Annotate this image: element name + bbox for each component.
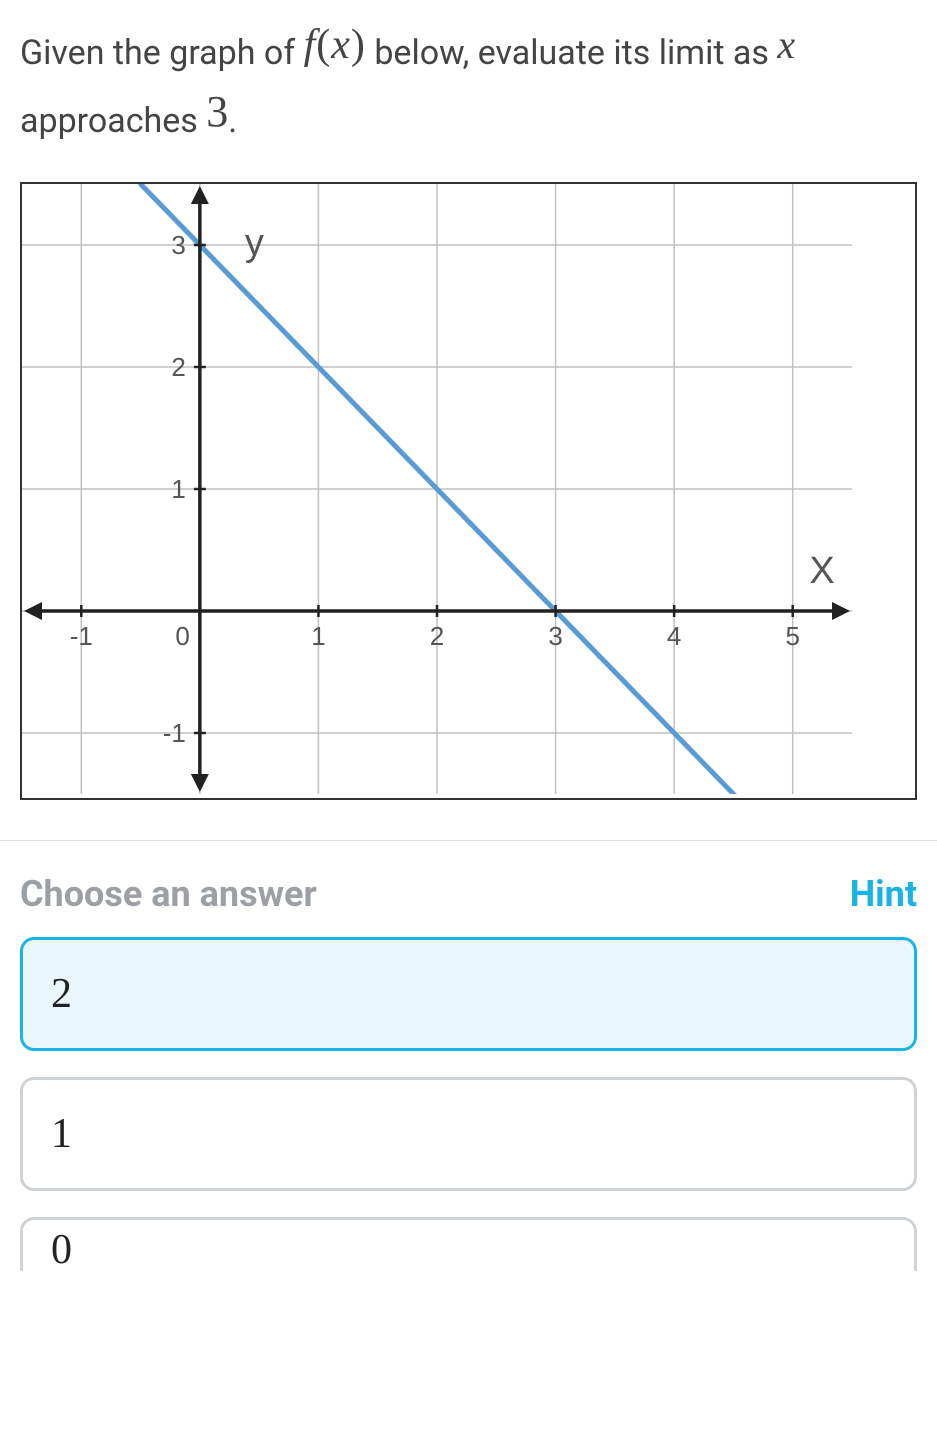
svg-text:3: 3 xyxy=(548,621,562,651)
limit-point: 3 xyxy=(206,78,228,146)
svg-text:1: 1 xyxy=(171,474,185,504)
answer-option-2[interactable]: 0 xyxy=(20,1217,917,1271)
choose-row: Choose an answer Hint xyxy=(0,841,937,937)
svg-text:-1: -1 xyxy=(70,621,93,651)
answer-option-0[interactable]: 2 xyxy=(20,937,917,1051)
svg-text:X: X xyxy=(809,550,834,592)
svg-text:1: 1 xyxy=(311,621,325,651)
hint-button[interactable]: Hint xyxy=(850,873,917,915)
answer-value: 0 xyxy=(51,1227,72,1271)
answer-value: 2 xyxy=(51,971,72,1017)
exercise-container: Given the graph of f(x) below, evaluate … xyxy=(0,0,937,800)
question-text: Given the graph of f(x) below, evaluate … xyxy=(20,18,917,152)
answer-list: 2 1 0 xyxy=(0,937,937,1281)
question-part1: Given the graph of xyxy=(20,33,304,73)
graph-wrapper: -1 0 1 2 3 4 5 -1 1 2 3 y X xyxy=(20,182,917,800)
choose-label: Choose an answer xyxy=(20,873,317,915)
svg-text:2: 2 xyxy=(430,621,444,651)
question-part3: approaches xyxy=(20,101,206,141)
svg-text:5: 5 xyxy=(785,621,799,651)
function-graph: -1 0 1 2 3 4 5 -1 1 2 3 y X xyxy=(22,184,852,794)
svg-text:-1: -1 xyxy=(163,718,186,748)
svg-text:0: 0 xyxy=(175,621,189,651)
graph-border: -1 0 1 2 3 4 5 -1 1 2 3 y X xyxy=(20,182,917,800)
answer-option-1[interactable]: 1 xyxy=(20,1077,917,1191)
fx-expression: f(x) xyxy=(304,12,366,78)
svg-text:3: 3 xyxy=(171,230,185,260)
question-part2: below, evaluate its limit as xyxy=(374,33,777,73)
answer-value: 1 xyxy=(51,1111,72,1157)
question-period: . xyxy=(228,101,237,141)
svg-text:2: 2 xyxy=(171,352,185,382)
x-variable: x xyxy=(777,14,795,76)
svg-text:y: y xyxy=(245,222,264,264)
svg-text:4: 4 xyxy=(667,621,681,651)
